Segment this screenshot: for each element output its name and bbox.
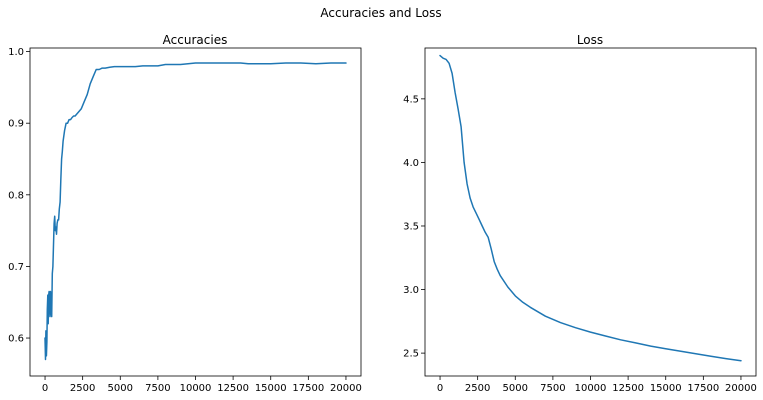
accuracies-xtick-label: 20000 xyxy=(330,383,362,394)
accuracies-xtick-label: 2500 xyxy=(70,383,95,394)
accuracies-xtick-label: 0 xyxy=(42,383,48,394)
accuracies-ytick-label: 0.6 xyxy=(8,334,24,345)
accuracies-xtick-label: 5000 xyxy=(108,383,133,394)
accuracies-xtick-label: 12500 xyxy=(217,383,249,394)
loss-xtick-label: 0 xyxy=(437,383,443,394)
accuracies-ytick-label: 0.7 xyxy=(8,262,24,273)
accuracies-xtick-label: 7500 xyxy=(145,383,170,394)
loss-ytick-label: 4.5 xyxy=(403,94,419,105)
loss-ytick-label: 4.0 xyxy=(403,158,419,169)
accuracies-ticks: 0 2500 5000 7500 10000 12500 15000 17500 20000 0.… xyxy=(8,47,362,394)
loss-xtick-label: 7500 xyxy=(540,383,565,394)
figure-suptitle: Accuracies and Loss xyxy=(320,6,441,20)
loss-title: Loss xyxy=(577,33,603,47)
loss-xtick-label: 15000 xyxy=(650,383,682,394)
accuracies-xtick-label: 15000 xyxy=(255,383,287,394)
loss-line xyxy=(439,54,742,362)
accuracies-ytick-label: 1.0 xyxy=(8,47,24,58)
loss-xtick-label: 17500 xyxy=(687,383,719,394)
accuracies-ytick-label: 0.8 xyxy=(8,190,24,201)
loss-xtick-label: 2500 xyxy=(465,383,490,394)
accuracies-line xyxy=(44,62,347,361)
loss-axes: Loss 0 2500 5000 7500 10000 12500 15000 17500 20… xyxy=(403,33,757,394)
accuracies-ytick-label: 0.9 xyxy=(8,119,24,130)
loss-xtick-label: 12500 xyxy=(612,383,644,394)
loss-xtick-label: 5000 xyxy=(503,383,528,394)
loss-xtick-label: 10000 xyxy=(575,383,607,394)
loss-ytick-label: 2.5 xyxy=(403,349,419,360)
accuracies-axes: Accuracies 0 2500 5000 7500 10000 12500 15000 1… xyxy=(8,33,362,394)
loss-ticks: 0 2500 5000 7500 10000 12500 15000 17500 20000 2.… xyxy=(403,94,757,394)
loss-xtick-label: 20000 xyxy=(725,383,757,394)
accuracies-frame xyxy=(29,47,362,377)
accuracies-xtick-label: 10000 xyxy=(180,383,212,394)
accuracies-xtick-label: 17500 xyxy=(292,383,324,394)
loss-ytick-label: 3.5 xyxy=(403,221,419,232)
loss-ytick-label: 3.0 xyxy=(403,285,419,296)
accuracies-title: Accuracies xyxy=(163,33,228,47)
loss-frame xyxy=(424,47,757,377)
